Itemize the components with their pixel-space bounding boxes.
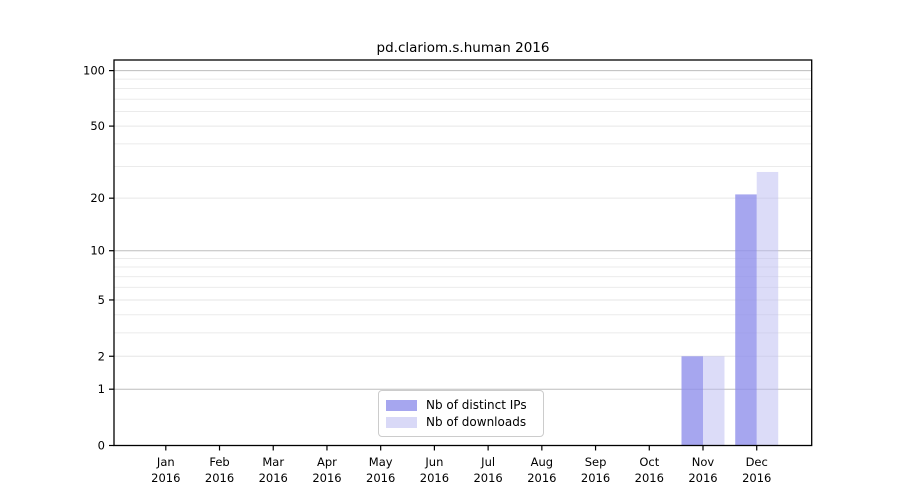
x-tick-label-aug: Aug 2016 xyxy=(527,455,556,485)
x-tick-label-apr: Apr 2016 xyxy=(312,455,341,485)
axis-ticks xyxy=(109,69,758,451)
legend: Nb of distinct IPs Nb of downloads xyxy=(378,390,544,437)
legend-label-distinct-ips: Nb of distinct IPs xyxy=(426,398,527,412)
y-tick-label-10: 10 xyxy=(90,244,105,258)
legend-item-distinct-ips: Nb of distinct IPs xyxy=(386,398,535,413)
y-tick-label-5: 5 xyxy=(98,293,105,307)
x-tick-label-jun: Jun 2016 xyxy=(420,455,449,485)
legend-label-downloads: Nb of downloads xyxy=(426,415,527,429)
plot-border xyxy=(113,59,813,447)
bar-dec-downloads xyxy=(756,171,779,446)
x-tick-label-feb: Feb 2016 xyxy=(205,455,234,485)
bar-dec-distinct-ips xyxy=(735,194,757,446)
x-tick-label-mar: Mar 2016 xyxy=(259,455,288,485)
x-tick-label-nov: Nov 2016 xyxy=(688,455,717,485)
legend-item-downloads: Nb of downloads xyxy=(386,415,535,430)
x-tick-label-oct: Oct 2016 xyxy=(635,455,664,485)
y-tick-label-100: 100 xyxy=(83,64,105,78)
axis-tick-labels: 0 1 2 5 10 20 50 100 Jan 2016 Feb 2016 Mar 2016 Apr 201… xyxy=(83,64,771,485)
x-tick-label-dec: Dec 2016 xyxy=(742,455,771,485)
y-tick-label-2: 2 xyxy=(98,349,105,363)
axis-frame xyxy=(113,59,813,447)
bar-nov-downloads xyxy=(703,356,725,446)
chart-title: pd.clariom.s.human 2016 xyxy=(377,40,550,56)
legend-swatch-downloads xyxy=(386,417,417,428)
bars-group xyxy=(681,171,779,446)
bar-nov-distinct-ips xyxy=(681,356,703,446)
y-tick-label-1: 1 xyxy=(98,382,105,396)
legend-swatch-distinct-ips xyxy=(386,400,417,411)
y-tick-label-50: 50 xyxy=(90,119,105,133)
y-gridlines xyxy=(114,70,812,390)
x-tick-label-sep: Sep 2016 xyxy=(581,455,610,485)
x-tick-label-jul: Jul 2016 xyxy=(473,455,502,485)
y-tick-label-0: 0 xyxy=(98,439,105,453)
y-tick-label-20: 20 xyxy=(90,191,105,205)
x-tick-label-may: May 2016 xyxy=(366,455,395,485)
x-tick-label-jan: Jan 2016 xyxy=(151,455,180,485)
